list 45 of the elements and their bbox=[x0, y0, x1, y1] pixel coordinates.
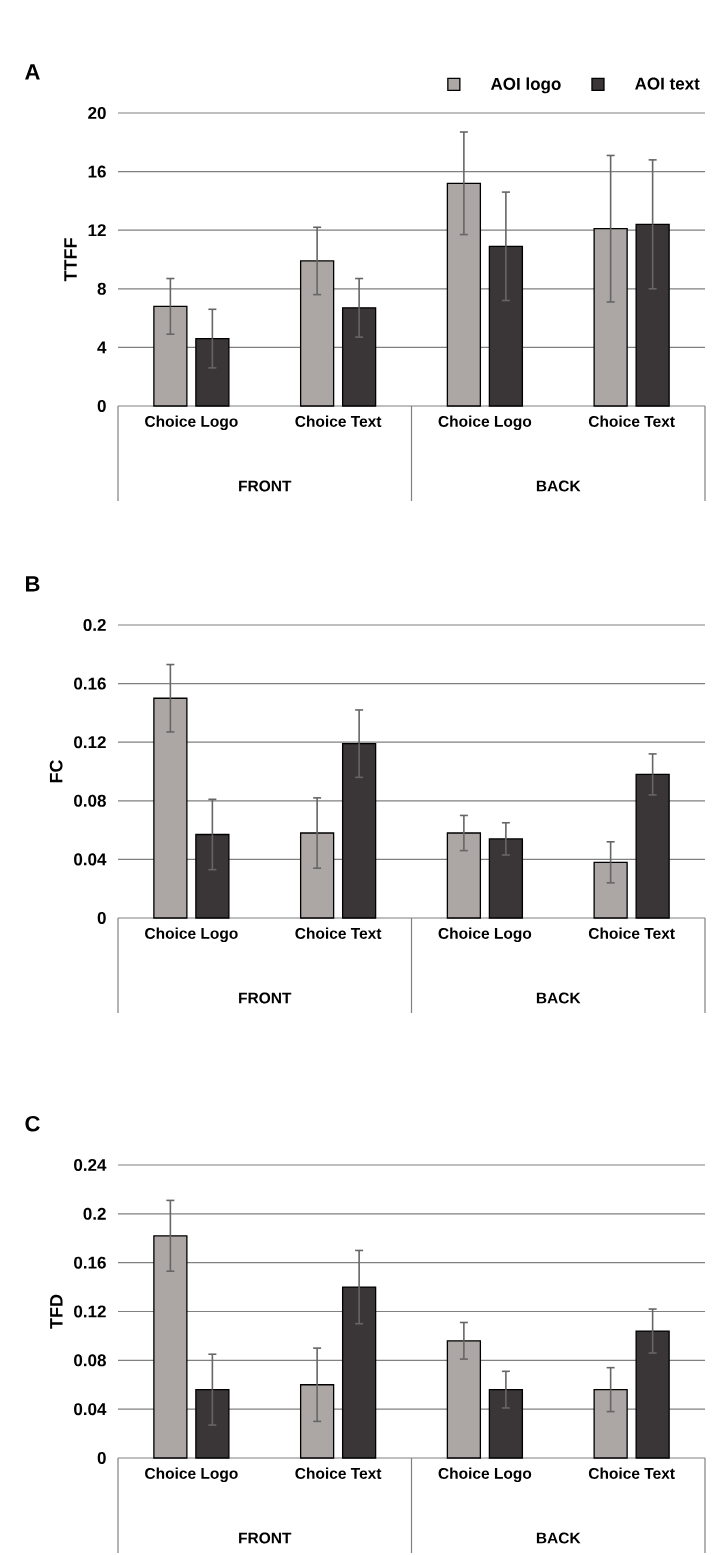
y-tick-label: 12 bbox=[88, 224, 106, 237]
chart-title: B bbox=[26, 576, 40, 592]
text: BACK bbox=[536, 1532, 581, 1544]
y-axis-title: TFD bbox=[50, 1294, 63, 1329]
y-tick-label: 0.16 bbox=[74, 1256, 106, 1269]
text: FRONT bbox=[239, 1532, 292, 1544]
chart-title: C bbox=[25, 1115, 40, 1132]
y-tick-label: 0 bbox=[97, 1451, 106, 1465]
legend-label: AOI logo bbox=[490, 77, 561, 94]
x-tick-label: Choice Logo bbox=[438, 927, 532, 943]
y-tick-label: 8 bbox=[97, 282, 106, 295]
text: FRONT bbox=[239, 480, 292, 492]
y-tick-label: 0.04 bbox=[74, 1403, 107, 1416]
y-tick-label: 0.12 bbox=[74, 736, 106, 749]
text: BACK bbox=[536, 480, 581, 492]
x-tick-label: Choice Text bbox=[295, 415, 382, 427]
x-tick-label: Choice Logo bbox=[438, 415, 532, 431]
x-tick-label: Choice Logo bbox=[145, 415, 238, 431]
y-tick-label: 4 bbox=[97, 341, 107, 354]
y-tick-label: 0.04 bbox=[74, 853, 107, 866]
text: FRONT bbox=[239, 992, 292, 1004]
x-tick-label: Choice Text bbox=[588, 415, 675, 427]
legend-label: AOI text bbox=[635, 77, 700, 90]
y-tick-label: 0.2 bbox=[83, 1207, 106, 1220]
y-tick-label: 0 bbox=[97, 911, 106, 925]
y-tick-label: 0.2 bbox=[83, 618, 106, 632]
x-tick-label: Choice Logo bbox=[145, 927, 238, 943]
y-tick-label: 20 bbox=[88, 106, 106, 120]
x-tick-label: Choice Text bbox=[588, 1467, 675, 1479]
y-axis-title: TTFF bbox=[64, 238, 77, 282]
y-tick-label: 16 bbox=[88, 165, 106, 178]
chart-title: A bbox=[25, 64, 40, 80]
y-tick-label: 0.08 bbox=[74, 1354, 106, 1367]
x-tick-label: Choice Logo bbox=[145, 1467, 238, 1483]
x-tick-label: Choice Text bbox=[295, 1467, 382, 1479]
x-tick-label: Choice Logo bbox=[438, 1467, 532, 1483]
y-tick-label: 0.24 bbox=[74, 1158, 107, 1172]
y-tick-label: 0.12 bbox=[74, 1305, 106, 1318]
x-tick-label: Choice Text bbox=[588, 927, 675, 939]
y-tick-label: 0.16 bbox=[74, 677, 106, 690]
y-axis-title: FC bbox=[49, 759, 63, 783]
text: BACK bbox=[536, 992, 581, 1004]
x-tick-label: Choice Text bbox=[295, 927, 382, 939]
y-tick-label: 0.08 bbox=[74, 794, 106, 807]
y-tick-label: 0 bbox=[97, 399, 106, 413]
